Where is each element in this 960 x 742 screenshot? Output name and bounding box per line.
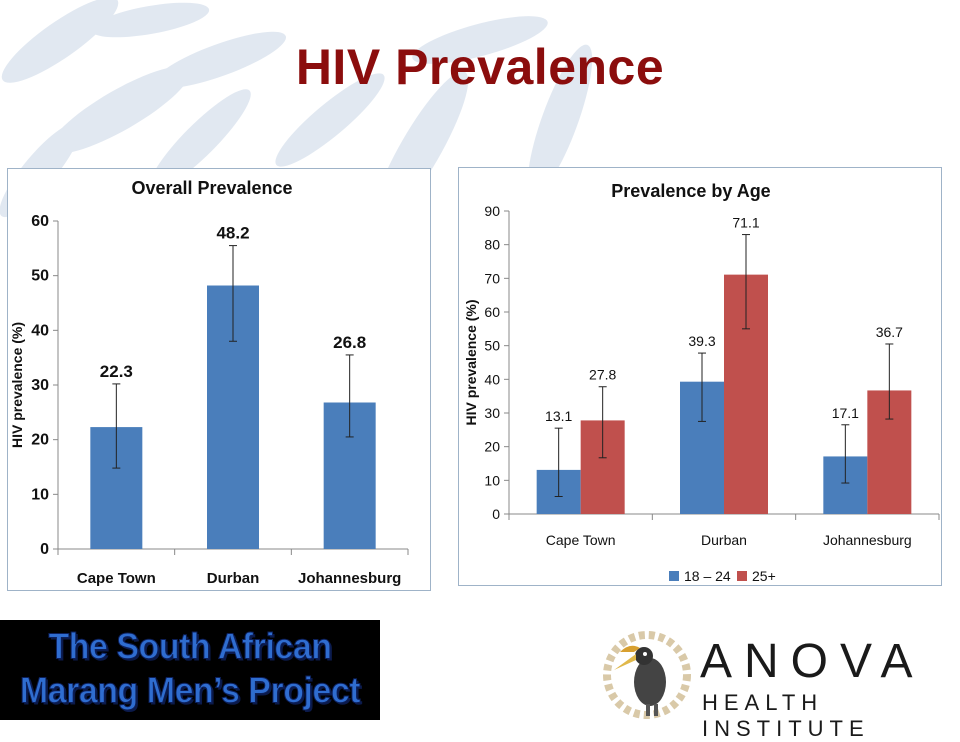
y-tick-label: 30 (31, 377, 49, 394)
x-category-label-johannesburg: Johannesburg (298, 570, 401, 587)
chart-title: Prevalence by Age (611, 181, 770, 201)
prevalence-by-age-svg: Prevalence by Age HIV prevalence (%) 0 10 20… (463, 181, 940, 584)
data-label: 71.1 (732, 215, 759, 231)
legend-swatch-25 (737, 571, 747, 581)
y-tick-label: 20 (484, 439, 500, 455)
data-label: 13.1 (545, 408, 572, 424)
y-tick-label: 60 (484, 304, 500, 320)
anova-subtitle: HEALTH INSTITUTE (702, 690, 870, 741)
legend-label-18-24: 18 – 24 (684, 568, 731, 584)
logo-line-1: The South African (48, 627, 333, 668)
y-tick-label: 10 (31, 486, 49, 503)
y-tick-label: 50 (31, 268, 49, 285)
y-tick-label: 60 (31, 213, 49, 230)
y-tick-label: 30 (484, 405, 500, 421)
y-tick-label: 0 (40, 541, 49, 558)
marang-mens-project-logo: The South African Marang Men’s Project (0, 620, 380, 720)
data-label: 26.8 (333, 333, 366, 352)
hornbill-bird-icon (603, 631, 691, 719)
y-axis-label: HIV prevalence (%) (9, 322, 25, 448)
x-category-label-cape-town: Cape Town (546, 532, 616, 548)
data-label: 36.7 (876, 324, 903, 340)
overall-prevalence-chart: Overall Prevalence HIV prevalence (%) 0 10 2… (7, 168, 431, 591)
chart-title: Overall Prevalence (131, 178, 292, 198)
y-tick-label: 20 (31, 432, 49, 449)
y-tick-label: 10 (484, 472, 500, 488)
data-label: 39.3 (688, 333, 715, 349)
y-tick-label: 40 (31, 322, 49, 339)
anova-name: ANOVA (700, 635, 925, 688)
data-label: 17.1 (832, 405, 859, 421)
y-tick-label: 0 (492, 506, 500, 522)
y-tick-label: 50 (484, 338, 500, 354)
slide-title: HIV Prevalence (295, 39, 665, 95)
data-label: 27.8 (589, 367, 616, 383)
data-label: 22.3 (100, 362, 133, 381)
x-category-label-durban: Durban (207, 570, 260, 587)
overall-prevalence-svg: Overall Prevalence HIV prevalence (%) 0 10 2… (9, 178, 409, 587)
y-axis-label: HIV prevalence (%) (463, 299, 479, 425)
x-category-label-cape-town: Cape Town (77, 570, 156, 587)
y-tick-label: 90 (484, 203, 500, 219)
y-tick-label: 40 (484, 371, 500, 387)
legend-label-25: 25+ (752, 568, 776, 584)
logo-line-2: Marang Men’s Project (19, 671, 361, 712)
x-category-label-johannesburg: Johannesburg (823, 532, 912, 548)
legend-swatch-18-24 (669, 571, 679, 581)
x-category-label-durban: Durban (701, 532, 747, 548)
data-label: 48.2 (216, 224, 249, 243)
y-tick-label: 80 (484, 237, 500, 253)
y-tick-label: 70 (484, 270, 500, 286)
anova-health-institute-logo: ANOVA HEALTH INSTITUTE (600, 630, 950, 741)
prevalence-by-age-chart: Prevalence by Age HIV prevalence (%) 0 10 20… (458, 167, 942, 586)
